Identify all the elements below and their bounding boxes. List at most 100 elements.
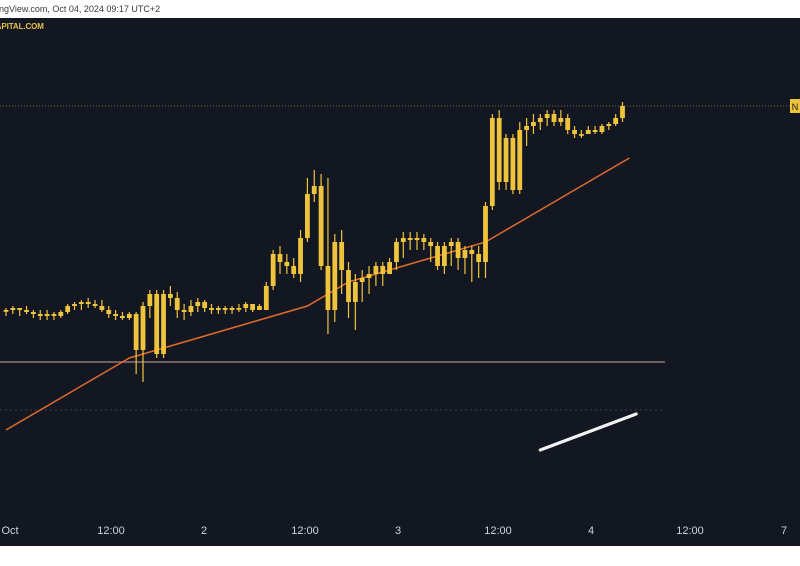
candle-body	[3, 310, 9, 312]
candle-body	[215, 308, 221, 310]
candle-body	[483, 206, 488, 262]
candle-body	[113, 314, 118, 316]
candle-body	[133, 314, 139, 350]
candle-body	[359, 278, 365, 282]
candle-body	[263, 286, 269, 310]
candle-body	[236, 308, 242, 310]
candle-body	[181, 310, 187, 312]
candle-body	[147, 294, 153, 306]
bottom-strip	[0, 546, 800, 566]
candle-body	[284, 262, 290, 266]
candle-body	[37, 314, 43, 316]
candle-body	[305, 194, 310, 238]
candle-body	[10, 308, 16, 310]
x-tick-label: Oct	[1, 525, 18, 537]
candle-body	[489, 118, 495, 206]
x-tick-label: 12:00	[97, 525, 125, 537]
candle-body	[572, 130, 577, 134]
candle-body	[120, 316, 125, 318]
candle-body	[44, 314, 50, 316]
candle-body	[531, 122, 536, 126]
candle-body	[455, 242, 461, 258]
right-edge-label: N	[792, 102, 799, 112]
candle-body	[435, 246, 440, 266]
candle-body	[250, 304, 255, 310]
candle-body	[579, 134, 584, 136]
price-chart[interactable]: N Oct 12:00 2 12:00 3 12:00 4 12:00 7	[0, 18, 800, 546]
x-tick-label: 2	[201, 525, 207, 537]
candle-body	[407, 238, 413, 240]
right-edge-label-box	[790, 99, 800, 113]
source-line: radingView.com, Oct 04, 2024 09:17 UTC+2	[0, 4, 161, 14]
candle-body	[277, 254, 283, 262]
chart-panel[interactable]: CAPITAL.COM N Oct 12:00 2 12:00 3 12:00 4 12:00 7	[0, 18, 800, 546]
candle-body	[503, 138, 509, 182]
candle-body	[209, 308, 214, 310]
candle-body	[366, 274, 372, 278]
candle-body	[537, 118, 543, 122]
candle-body	[65, 306, 71, 312]
candle-body	[373, 266, 379, 274]
candle-body	[400, 238, 406, 242]
candle-body	[291, 266, 297, 274]
candle-body	[496, 118, 502, 182]
candle-body	[565, 118, 571, 130]
candle-body	[24, 310, 29, 312]
candle-body	[544, 114, 550, 118]
candle-body	[154, 294, 160, 354]
candle-body	[428, 242, 434, 246]
candle-body	[126, 314, 132, 318]
candle-body	[524, 126, 529, 130]
candle-body	[620, 106, 625, 118]
candle-body	[599, 126, 605, 132]
candle-body	[332, 242, 338, 310]
x-tick-label: 4	[588, 525, 594, 537]
candle-body	[229, 308, 235, 310]
x-tick-label: 3	[395, 525, 401, 537]
candle-body	[78, 302, 84, 304]
moving-average-line	[5, 157, 630, 431]
candle-body	[613, 118, 619, 124]
candle-body	[161, 294, 166, 354]
x-tick-label: 12:00	[484, 525, 512, 537]
candle-body	[339, 242, 345, 270]
candle-body	[592, 130, 598, 132]
candle-body	[202, 302, 208, 308]
candle-body	[476, 254, 482, 262]
candle-body	[168, 294, 173, 298]
candle-body	[311, 186, 317, 194]
candle-body	[585, 130, 591, 134]
candle-body	[510, 138, 516, 190]
candle-body	[92, 304, 98, 306]
candle-body	[195, 302, 201, 306]
candle-body	[99, 306, 105, 310]
trendline	[538, 412, 638, 452]
candle-body	[51, 314, 57, 316]
candle-body	[558, 118, 564, 122]
candle-body	[346, 270, 351, 302]
candle-body	[448, 242, 454, 246]
candle-body	[85, 302, 91, 304]
candle-body	[174, 298, 180, 310]
x-tick-label: 12:00	[291, 525, 319, 537]
candle-body	[31, 312, 36, 314]
candle-body	[17, 308, 23, 310]
candle-body	[72, 304, 77, 306]
candle-body	[387, 262, 392, 274]
brand-label: CAPITAL.COM	[0, 22, 44, 31]
x-tick-label: 7	[781, 525, 787, 537]
candle-body	[318, 186, 324, 266]
candle-body	[298, 238, 303, 274]
candle-body	[517, 130, 523, 190]
candle-body	[188, 306, 194, 312]
candle-body	[394, 242, 399, 262]
candle-body	[140, 306, 146, 350]
candle-body	[257, 306, 262, 310]
candle-body	[421, 238, 427, 242]
candle-body	[106, 310, 112, 314]
candle-body	[222, 308, 228, 310]
candle-body	[606, 124, 612, 126]
candle-body	[442, 246, 447, 266]
candle-body	[380, 266, 386, 274]
